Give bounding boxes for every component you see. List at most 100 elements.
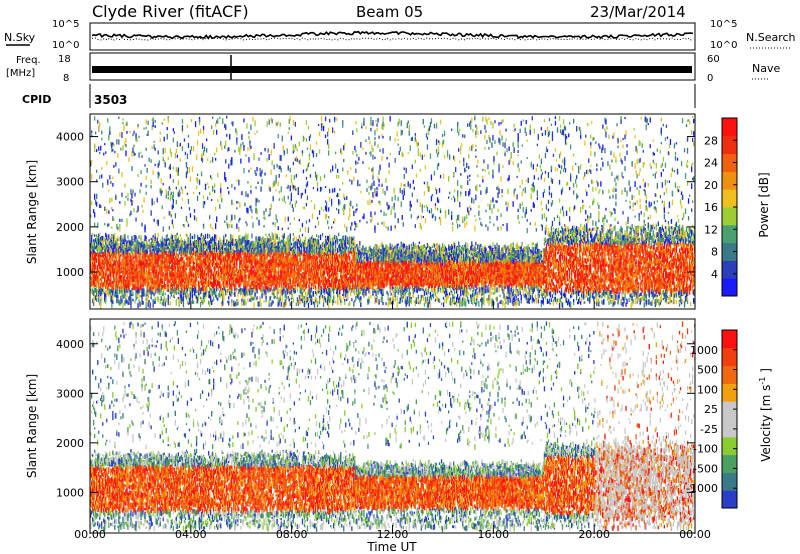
power-cell (117, 280, 119, 284)
power-cell (124, 270, 126, 274)
power-cell (144, 280, 146, 286)
power-cell (192, 146, 195, 152)
power-cell (119, 227, 121, 232)
power-cell (110, 181, 112, 185)
power-cell (181, 125, 184, 131)
power-cell (147, 289, 149, 293)
power-cell (130, 302, 132, 309)
power-cell (176, 266, 178, 269)
power-cell (125, 259, 127, 264)
power-cell (132, 249, 134, 253)
power-cell (161, 279, 163, 282)
power-cell (146, 167, 148, 173)
power-cell (110, 271, 112, 274)
power-cell (162, 148, 164, 155)
power-cell (140, 268, 142, 273)
power-cell (102, 283, 104, 287)
power-cell (113, 273, 115, 277)
power-cell (232, 202, 234, 205)
power-cell (172, 281, 174, 285)
power-cell (118, 251, 120, 255)
power-cell (177, 273, 179, 279)
power-cell (182, 296, 185, 302)
power-cell (148, 267, 150, 272)
power-cell (95, 287, 97, 292)
power-cell (119, 132, 121, 137)
power-cell (96, 272, 98, 278)
power-cell (123, 264, 125, 268)
power-cell (140, 301, 142, 306)
power-cell (122, 239, 124, 244)
power-cell (103, 281, 105, 287)
power-cell (218, 268, 220, 273)
power-cell (152, 235, 154, 238)
power-cell (94, 265, 96, 270)
power-cell (105, 151, 107, 154)
power-cell (224, 220, 226, 223)
power-cell (118, 168, 120, 174)
power-cell (146, 279, 148, 286)
power-cell (133, 245, 135, 252)
power-cell (93, 249, 95, 254)
power-cell (93, 273, 95, 279)
power-cell (139, 263, 141, 267)
power-cell (219, 204, 221, 209)
power-cell (128, 279, 130, 282)
power-cell (198, 179, 201, 185)
power-cell (159, 138, 161, 143)
power-cell (151, 249, 153, 255)
power-cell (158, 172, 160, 177)
power-cell (120, 242, 122, 246)
power-cell (141, 267, 143, 273)
power-cell (230, 263, 232, 266)
power-cell (120, 269, 122, 273)
power-cell (253, 302, 255, 308)
power-cell (178, 189, 180, 195)
power-cell (95, 256, 97, 263)
power-cell (167, 300, 169, 306)
power-cell (119, 300, 121, 305)
power-cell (92, 264, 94, 268)
power-cell (167, 286, 169, 289)
power-cell (147, 244, 149, 250)
power-cell (194, 121, 197, 128)
power-cell (160, 190, 162, 196)
power-cell (128, 296, 130, 302)
power-cell (189, 176, 192, 182)
power-cell (120, 275, 122, 279)
power-cell (231, 184, 233, 188)
noise-left-top-tick: 10^5 (52, 19, 79, 30)
power-cell (91, 130, 93, 133)
power-cell (136, 210, 138, 213)
power-cell (103, 271, 105, 275)
power-cell (125, 242, 127, 249)
power-cell (133, 274, 135, 279)
power-cell (167, 251, 169, 256)
power-cell (112, 251, 114, 257)
power-cell (174, 236, 176, 240)
power-cell (181, 129, 184, 133)
power-cell (142, 261, 144, 267)
power-cell (178, 144, 180, 148)
power-cell (156, 242, 158, 247)
power-cell (175, 247, 177, 253)
power-cell (182, 291, 185, 296)
power-cell (224, 237, 226, 241)
power-cell (170, 250, 172, 255)
power-cell (98, 294, 100, 297)
power-cell (170, 273, 172, 277)
power-cell (137, 276, 139, 283)
power-cell (150, 184, 152, 189)
power-cell (129, 260, 131, 264)
power-cell (250, 185, 252, 189)
power-cell (182, 276, 185, 280)
power-cell (149, 247, 151, 253)
power-cell (99, 121, 101, 127)
power-cell (176, 258, 178, 263)
power-cell (97, 275, 99, 279)
power-cell (145, 236, 147, 240)
power-cell (100, 278, 102, 281)
power-cell (189, 233, 192, 239)
power-cell (144, 164, 146, 167)
power-cell (121, 263, 123, 269)
